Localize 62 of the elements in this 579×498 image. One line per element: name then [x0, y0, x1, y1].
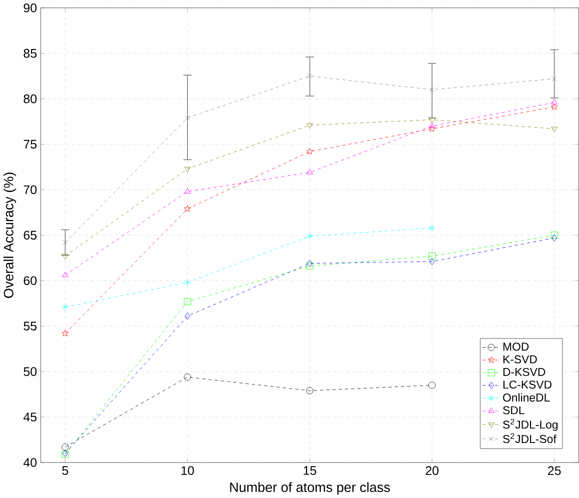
- point: [184, 298, 192, 306]
- point: [306, 262, 314, 270]
- point: [551, 98, 558, 104]
- point: [184, 188, 191, 194]
- point: [306, 168, 313, 174]
- y-tick-label: 90: [24, 3, 37, 12]
- y-tick-label: 60: [24, 276, 37, 285]
- point: [550, 103, 558, 110]
- point: [62, 303, 68, 310]
- point: [62, 330, 69, 336]
- point: [428, 125, 436, 132]
- x-tick-label: 10: [181, 466, 194, 475]
- point: [184, 166, 191, 172]
- point: [429, 258, 435, 265]
- y-tick-label: 80: [24, 94, 37, 104]
- legend-label: SDL: [503, 406, 524, 414]
- y-tick-label: 70: [24, 185, 37, 194]
- point: [307, 73, 312, 79]
- point: [62, 443, 69, 450]
- x-axis-title: Number of atoms per class: [230, 482, 390, 495]
- point: [429, 87, 435, 92]
- point: [62, 240, 68, 245]
- point: [550, 232, 558, 239]
- point: [428, 224, 436, 232]
- legend-label: K-SVD: [503, 355, 537, 364]
- point: [306, 387, 314, 394]
- y-tick-label: 40: [23, 458, 37, 467]
- y-tick-label: 50: [24, 367, 37, 376]
- x-tick-label: 25: [548, 466, 561, 475]
- y-tick-label: 65: [24, 230, 37, 240]
- point: [184, 312, 190, 320]
- point: [428, 382, 436, 389]
- point: [428, 122, 436, 128]
- point: [428, 118, 436, 124]
- point: [184, 373, 192, 380]
- point: [552, 234, 558, 242]
- point: [306, 148, 314, 154]
- legend-label: MOD: [503, 342, 529, 351]
- point: [62, 272, 68, 277]
- y-tick-label: 75: [24, 140, 37, 149]
- legend-label: LC-KSVD: [503, 380, 552, 389]
- point: [184, 205, 191, 212]
- y-tick-label: 85: [24, 48, 37, 58]
- y-tick-label: 45: [23, 412, 37, 422]
- point: [307, 260, 312, 267]
- legend-label: S$^{2}$JDL-Log: [503, 418, 558, 431]
- x-tick-label: 5: [62, 466, 68, 475]
- point: [552, 76, 557, 82]
- point: [306, 232, 313, 240]
- legend-label: S$^{2}$JDL-Sof: [503, 433, 556, 443]
- point: [306, 123, 313, 129]
- legend-label: OnlineDL: [503, 393, 550, 402]
- legend-label: D-KSVD: [503, 368, 546, 376]
- y-axis-title: Overall Accuracy (%): [3, 172, 16, 298]
- point: [62, 254, 68, 260]
- point: [184, 278, 191, 286]
- point: [184, 115, 190, 120]
- point: [551, 126, 558, 132]
- x-tick-label: 15: [304, 466, 316, 475]
- x-tick-label: 20: [426, 466, 438, 475]
- y-tick-label: 55: [24, 322, 37, 330]
- point: [428, 252, 436, 260]
